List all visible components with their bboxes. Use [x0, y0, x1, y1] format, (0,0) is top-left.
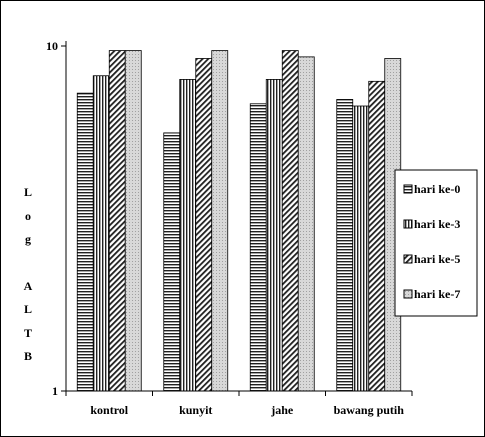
- bar-hari-ke-0: [249, 103, 267, 392]
- y-tick-label: 1: [52, 384, 58, 398]
- legend-swatch-hari-ke-0: [403, 184, 413, 194]
- bar-hari-ke-3: [265, 79, 283, 392]
- bar-hari-ke-5: [108, 50, 126, 392]
- legend-swatch-hari-ke-7: [403, 289, 413, 299]
- y-axis-label-char: L: [24, 185, 32, 199]
- bar-hari-ke-7: [124, 50, 142, 392]
- bar-hari-ke-5: [368, 80, 386, 392]
- bar-hari-ke-7: [211, 50, 229, 392]
- x-tick-label: bawang putih: [334, 403, 405, 417]
- bar-hari-ke-5: [195, 58, 213, 392]
- legend-label-hari-ke-3: hari ke-3: [414, 217, 460, 231]
- bars-group: [76, 50, 402, 392]
- legend-swatch-hari-ke-3: [403, 219, 413, 229]
- bar-hari-ke-5: [281, 50, 299, 392]
- x-tick-label: kontrol: [90, 403, 128, 417]
- bar-hari-ke-0: [163, 132, 181, 392]
- y-axis-label-char: L: [24, 302, 32, 316]
- legend-label-hari-ke-0: hari ke-0: [414, 182, 460, 196]
- bar-hari-ke-3: [352, 105, 370, 392]
- x-tick-label: jahe: [270, 403, 294, 417]
- legend-label-hari-ke-7: hari ke-7: [414, 287, 460, 301]
- y-axis-label-char: A: [24, 279, 33, 293]
- bar-hari-ke-3: [92, 75, 110, 392]
- legend: hari ke-0 hari ke-3 hari ke-5 hari ke-7: [394, 169, 478, 317]
- legend-box: [394, 169, 478, 317]
- x-tick-label: kunyit: [179, 403, 212, 417]
- y-axis-label-char: B: [24, 349, 32, 363]
- y-axis-label-char: T: [24, 326, 32, 340]
- y-tick-label: 10: [46, 39, 58, 53]
- legend-swatch-hari-ke-5: [403, 254, 413, 264]
- legend-label-hari-ke-5: hari ke-5: [414, 252, 460, 266]
- y-axis-label-char: g: [25, 232, 31, 246]
- bar-hari-ke-0: [336, 99, 354, 392]
- y-axis-label-char: o: [25, 209, 31, 223]
- bar-hari-ke-3: [179, 79, 197, 392]
- y-ticks-group: 10 1: [46, 39, 66, 398]
- bar-hari-ke-7: [297, 56, 315, 392]
- x-ticks-group: kontrol kunyit jahe bawang putih: [65, 391, 413, 417]
- bar-hari-ke-0: [76, 92, 94, 392]
